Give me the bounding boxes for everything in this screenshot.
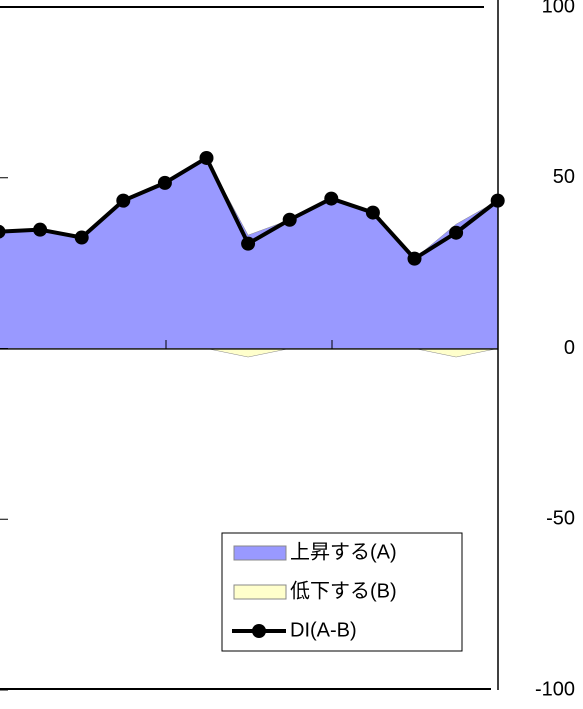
marker <box>324 191 339 206</box>
y-tick-label: -50 <box>546 508 575 530</box>
marker <box>241 236 256 251</box>
legend-swatch <box>233 545 287 561</box>
marker <box>0 224 6 239</box>
area <box>0 348 498 358</box>
legend-label: 上昇する(A) <box>290 540 397 563</box>
y-tick-label: 0 <box>564 337 575 359</box>
legend: 上昇する(A) 低下する(B) DI(A-B) <box>221 532 463 652</box>
marker <box>33 222 48 237</box>
marker <box>116 193 131 208</box>
marker <box>449 225 464 240</box>
legend-label: 低下する(B) <box>290 579 397 602</box>
marker <box>365 205 380 220</box>
legend-swatch <box>233 584 287 600</box>
plot-area <box>0 150 505 358</box>
legend-marker <box>252 624 266 638</box>
marker <box>199 150 214 165</box>
marker <box>282 212 297 227</box>
legend-label: DI(A-B) <box>290 619 357 641</box>
marker <box>74 230 89 245</box>
y-tick-label: 50 <box>553 166 575 188</box>
marker <box>157 175 172 190</box>
y-tick-label: -100 <box>535 678 575 700</box>
y-tick-label: 100 <box>542 0 575 17</box>
frame: -100 -50 0 50 100 <box>0 0 575 700</box>
marker <box>407 251 422 266</box>
